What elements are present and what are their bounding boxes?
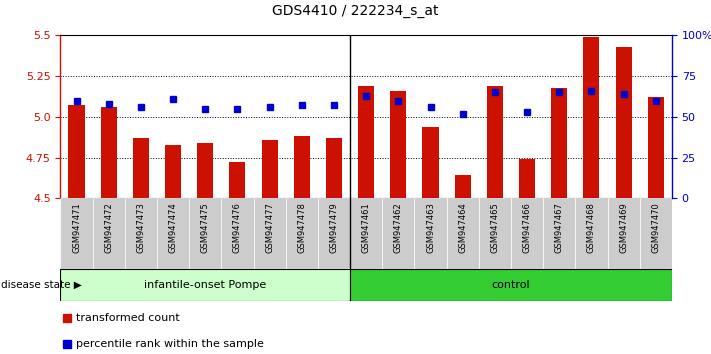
Bar bbox=[60, 269, 350, 301]
Bar bbox=[101, 107, 117, 198]
Bar bbox=[390, 91, 407, 198]
Text: GSM947473: GSM947473 bbox=[137, 202, 145, 253]
Bar bbox=[383, 198, 415, 269]
Bar bbox=[648, 97, 664, 198]
Bar bbox=[551, 87, 567, 198]
Bar bbox=[189, 198, 221, 269]
Text: GSM947464: GSM947464 bbox=[458, 202, 467, 252]
Text: GSM947466: GSM947466 bbox=[523, 202, 532, 253]
Bar bbox=[133, 138, 149, 198]
Text: GSM947474: GSM947474 bbox=[169, 202, 178, 252]
Text: GSM947465: GSM947465 bbox=[491, 202, 499, 252]
Text: GSM947467: GSM947467 bbox=[555, 202, 564, 253]
Bar bbox=[197, 143, 213, 198]
Bar bbox=[125, 198, 157, 269]
Text: GSM947469: GSM947469 bbox=[619, 202, 628, 252]
Text: GSM947461: GSM947461 bbox=[362, 202, 370, 252]
Bar bbox=[68, 105, 85, 198]
Text: disease state ▶: disease state ▶ bbox=[1, 280, 82, 290]
Bar bbox=[454, 176, 471, 198]
Bar bbox=[447, 198, 479, 269]
Text: GDS4410 / 222234_s_at: GDS4410 / 222234_s_at bbox=[272, 4, 439, 18]
Text: GSM947470: GSM947470 bbox=[651, 202, 661, 252]
Text: infantile-onset Pompe: infantile-onset Pompe bbox=[144, 280, 267, 290]
Text: GSM947463: GSM947463 bbox=[426, 202, 435, 253]
Bar bbox=[254, 198, 286, 269]
Text: GSM947468: GSM947468 bbox=[587, 202, 596, 253]
Bar bbox=[230, 162, 245, 198]
Bar bbox=[616, 47, 631, 198]
Bar bbox=[60, 198, 92, 269]
Text: GSM947478: GSM947478 bbox=[297, 202, 306, 253]
Bar bbox=[487, 86, 503, 198]
Bar bbox=[479, 198, 511, 269]
Text: GSM947476: GSM947476 bbox=[233, 202, 242, 253]
Bar bbox=[350, 269, 672, 301]
Bar bbox=[286, 198, 318, 269]
Text: GSM947472: GSM947472 bbox=[105, 202, 113, 252]
Bar bbox=[294, 136, 310, 198]
Bar bbox=[575, 198, 607, 269]
Text: transformed count: transformed count bbox=[76, 313, 179, 323]
Bar bbox=[318, 198, 350, 269]
Bar bbox=[221, 198, 254, 269]
Bar bbox=[640, 198, 672, 269]
Text: GSM947462: GSM947462 bbox=[394, 202, 403, 252]
Text: GSM947477: GSM947477 bbox=[265, 202, 274, 253]
Bar bbox=[511, 198, 543, 269]
Bar bbox=[415, 198, 447, 269]
Text: GSM947475: GSM947475 bbox=[201, 202, 210, 252]
Bar bbox=[358, 86, 374, 198]
Bar bbox=[350, 198, 383, 269]
Bar bbox=[422, 127, 439, 198]
Bar bbox=[584, 37, 599, 198]
Bar bbox=[607, 198, 640, 269]
Text: percentile rank within the sample: percentile rank within the sample bbox=[76, 339, 264, 349]
Bar bbox=[326, 138, 342, 198]
Bar bbox=[262, 139, 278, 198]
Bar bbox=[157, 198, 189, 269]
Bar bbox=[543, 198, 575, 269]
Text: GSM947479: GSM947479 bbox=[329, 202, 338, 252]
Bar bbox=[92, 198, 125, 269]
Text: GSM947471: GSM947471 bbox=[72, 202, 81, 252]
Bar bbox=[519, 159, 535, 198]
Text: control: control bbox=[492, 280, 530, 290]
Bar bbox=[165, 144, 181, 198]
